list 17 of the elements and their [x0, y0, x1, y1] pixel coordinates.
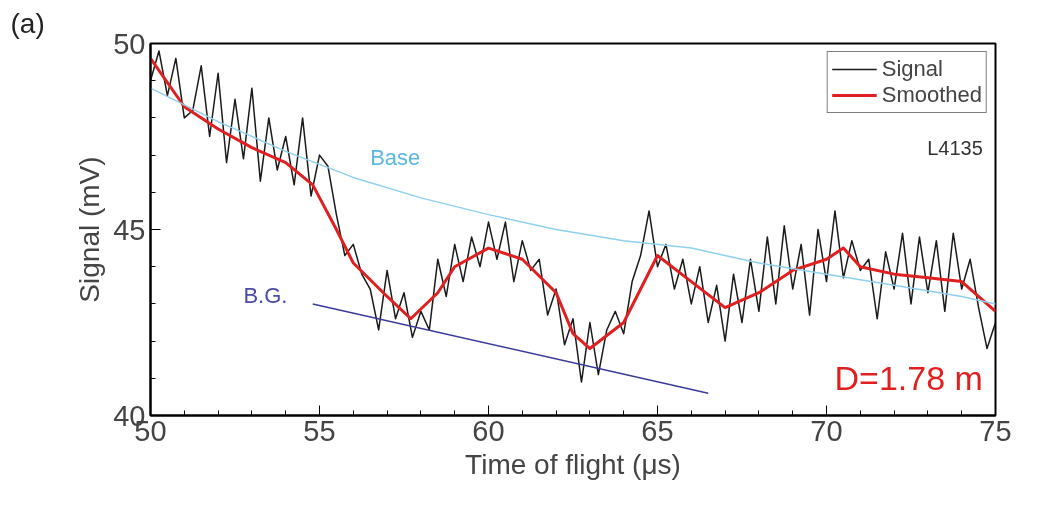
x-tick-label: 75: [979, 414, 1012, 447]
x-tick-label: 70: [810, 414, 843, 447]
legend-label: Signal: [881, 56, 943, 82]
legend-label: Smoothed: [881, 82, 982, 108]
annotation: B.G.: [243, 282, 288, 308]
text: (a): [10, 7, 45, 39]
x-tick-label: 65: [641, 414, 674, 447]
y-axis-title: Signal (mV): [74, 156, 106, 303]
annotation: D=1.78 m: [834, 358, 983, 397]
line-series: [150, 87, 996, 305]
annotation: Base: [370, 144, 421, 170]
y-tick-label: 50: [113, 27, 146, 60]
x-axis-title: Time of flight (μs): [465, 448, 681, 480]
y-tick-label: 45: [113, 213, 146, 246]
x-tick-label: 60: [472, 414, 505, 447]
x-tick-label: 55: [303, 414, 336, 447]
annotation: L4135: [927, 136, 983, 159]
